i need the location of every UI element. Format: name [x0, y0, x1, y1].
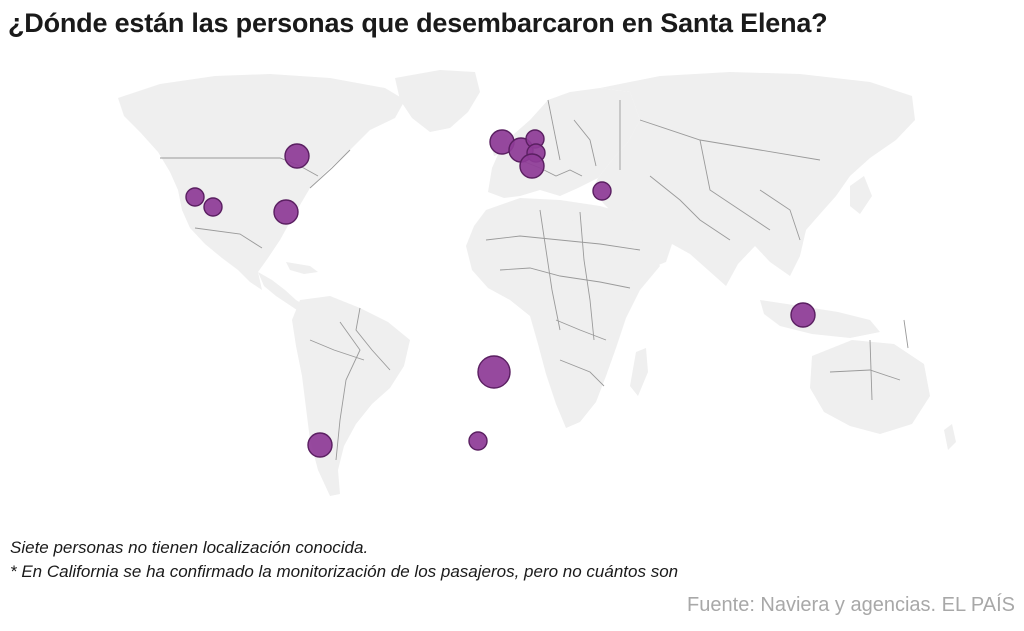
land-caribbean [286, 262, 318, 274]
bubble-turkey[interactable] [592, 181, 612, 201]
land-japan [850, 176, 872, 214]
bubble-california-north[interactable] [185, 187, 205, 207]
land-madagascar [630, 348, 648, 396]
bubble-indonesia[interactable] [790, 302, 816, 328]
page-title: ¿Dónde están las personas que desembarca… [8, 8, 828, 38]
land-africa [466, 198, 660, 428]
land-greenland [395, 70, 480, 132]
bubble-california-south[interactable] [203, 197, 223, 217]
bubble-santa-elena[interactable] [477, 355, 511, 389]
land-asia [592, 72, 915, 286]
note-california: * En California se ha confirmado la moni… [10, 562, 679, 581]
bubble-argentina[interactable] [307, 432, 333, 458]
note-unknown-location: Siete personas no tienen localización co… [10, 538, 369, 557]
bubble-us-east[interactable] [273, 199, 299, 225]
bubble-canada-east[interactable] [284, 143, 310, 169]
land-south-america [292, 296, 410, 496]
bubble-france[interactable] [519, 153, 545, 179]
land-indonesia [760, 300, 880, 338]
bubble-tristan-da-cunha[interactable] [468, 431, 488, 451]
land-central-america [258, 272, 306, 312]
land-arabia [618, 218, 672, 270]
land-australia [810, 340, 930, 434]
bubble-layer [185, 129, 816, 458]
source-credit: Fuente: Naviera y agencias. EL PAÍS [687, 594, 1015, 616]
land-north-america [118, 74, 405, 290]
land-new-zealand [944, 424, 956, 450]
